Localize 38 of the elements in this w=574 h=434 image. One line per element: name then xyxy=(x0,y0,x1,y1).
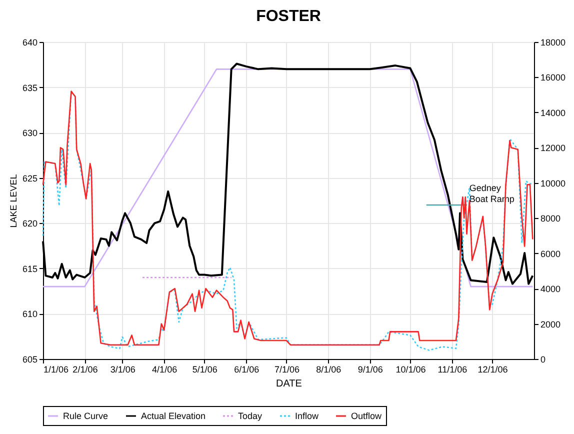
y2-tick-label: 12000 xyxy=(540,143,566,154)
x-tick-label: 4/1/06 xyxy=(152,364,178,374)
x-tick-label: 5/1/06 xyxy=(192,364,218,374)
y2-tick-label: 2000 xyxy=(540,319,561,330)
y2-tick-label: 18000 xyxy=(540,38,566,48)
legend-label: Outflow xyxy=(351,411,382,421)
legend-label: Today xyxy=(238,411,263,421)
y2-tick-label: 16000 xyxy=(540,72,566,83)
y2-tick-label: 10000 xyxy=(540,178,566,188)
x-tick-label: 8/1/06 xyxy=(316,364,342,374)
y-tick-label: 625 xyxy=(22,173,38,184)
legend-label: Inflow xyxy=(295,411,320,421)
x-tick-label: 3/1/06 xyxy=(110,364,136,374)
y2-tick-label: 6000 xyxy=(540,248,561,259)
y2-tick-label: 14000 xyxy=(540,108,566,118)
x-tick-label: 1/1/06 xyxy=(44,364,69,374)
y-tick-label: 635 xyxy=(22,82,38,93)
y2-tick-label: 8000 xyxy=(540,214,561,224)
x-tick-label: 12/1/06 xyxy=(478,364,508,374)
y-tick-label: 615 xyxy=(22,264,38,274)
y2-tick-label: 0 xyxy=(540,354,546,364)
y-tick-label: 605 xyxy=(22,354,38,364)
y-tick-label: 620 xyxy=(22,218,38,229)
legend-label: Actual Elevation xyxy=(141,411,206,421)
y2-tick-label: 4000 xyxy=(540,284,561,294)
chart-title: FOSTER xyxy=(256,8,322,25)
x-tick-label: 6/1/06 xyxy=(234,364,260,374)
y-tick-label: 610 xyxy=(22,309,38,320)
legend-label: Rule Curve xyxy=(63,411,108,421)
y-tick-label: 630 xyxy=(22,128,38,138)
x-tick-label: 11/1/06 xyxy=(438,364,468,374)
x-axis-title: DATE xyxy=(276,378,302,390)
x-tick-label: 10/1/06 xyxy=(396,364,426,374)
x-tick-label: 9/1/06 xyxy=(358,364,383,374)
y-tick-label: 640 xyxy=(22,38,38,48)
x-tick-label: 7/1/06 xyxy=(274,364,300,374)
y-axis-title: LAKE LEVEL xyxy=(8,174,18,228)
x-tick-label: 2/1/06 xyxy=(72,364,98,374)
